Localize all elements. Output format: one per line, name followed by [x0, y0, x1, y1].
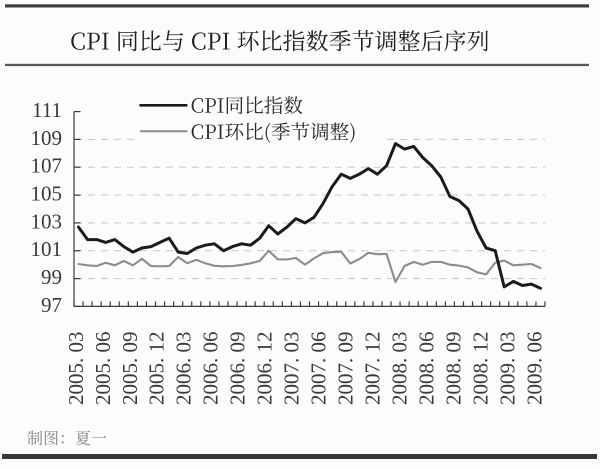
svg-text:2008. 12: 2008. 12 [469, 332, 493, 406]
svg-text:2007. 12: 2007. 12 [361, 332, 385, 406]
svg-text:2006. 06: 2006. 06 [199, 332, 223, 406]
svg-text:97: 97 [41, 293, 62, 317]
svg-text:2009. 06: 2009. 06 [523, 332, 547, 406]
svg-text:2008. 06: 2008. 06 [415, 332, 439, 406]
svg-text:2008. 09: 2008. 09 [442, 332, 466, 406]
svg-text:2006. 03: 2006. 03 [172, 332, 196, 406]
svg-text:103: 103 [31, 209, 63, 233]
svg-text:2005. 09: 2005. 09 [118, 332, 142, 406]
svg-text:2005. 03: 2005. 03 [64, 332, 88, 406]
svg-text:101: 101 [31, 237, 63, 261]
svg-text:2006. 12: 2006. 12 [253, 332, 277, 406]
svg-text:2007. 09: 2007. 09 [334, 332, 358, 406]
svg-text:107: 107 [31, 154, 63, 178]
svg-text:2009. 03: 2009. 03 [496, 332, 520, 406]
svg-text:2007. 06: 2007. 06 [307, 332, 331, 406]
svg-text:111: 111 [32, 98, 62, 122]
svg-text:109: 109 [31, 126, 63, 150]
svg-text:2006. 09: 2006. 09 [226, 332, 250, 406]
svg-text:105: 105 [31, 182, 63, 206]
svg-text:2008. 03: 2008. 03 [388, 332, 412, 406]
svg-text:2005. 06: 2005. 06 [91, 332, 115, 406]
svg-text:2005. 12: 2005. 12 [145, 332, 169, 406]
svg-text:99: 99 [41, 265, 62, 289]
svg-text:2007. 03: 2007. 03 [280, 332, 304, 406]
